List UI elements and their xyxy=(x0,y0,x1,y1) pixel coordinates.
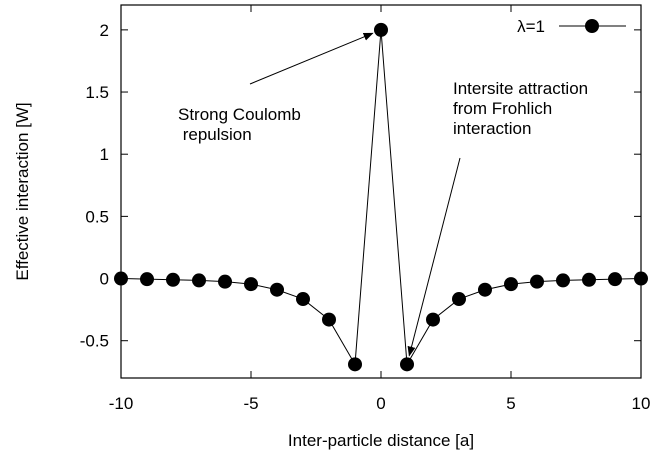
legend-label: λ=1 xyxy=(517,17,545,36)
annotation: Strong Coulomb repulsion xyxy=(178,32,374,144)
annotation-arrow xyxy=(249,32,374,85)
data-point xyxy=(348,357,362,372)
legend: λ=1 xyxy=(517,17,626,36)
x-tick-label: 5 xyxy=(506,394,515,413)
data-point xyxy=(452,292,466,307)
data-point xyxy=(426,312,440,327)
y-tick-label: -0.5 xyxy=(80,332,109,351)
x-axis-title: Inter-particle distance [a] xyxy=(288,431,474,450)
y-tick-label: 1 xyxy=(100,145,109,164)
data-point xyxy=(634,271,648,286)
series-layer xyxy=(114,22,648,372)
annotation-text: from Frohlich xyxy=(453,99,552,118)
annotation-text: Intersite attraction xyxy=(453,79,588,98)
data-point xyxy=(166,272,180,287)
x-tick-label: -5 xyxy=(243,394,258,413)
y-tick-label: 0.5 xyxy=(85,207,109,226)
data-point xyxy=(322,312,336,327)
data-point xyxy=(270,282,284,297)
y-axis-title: Effective interaction [W] xyxy=(13,102,32,280)
annotation-arrow xyxy=(407,157,461,357)
data-point xyxy=(140,272,154,287)
data-point xyxy=(478,282,492,297)
data-point xyxy=(244,277,258,292)
data-point xyxy=(192,273,206,288)
annotation-text: interaction xyxy=(453,119,531,138)
data-point xyxy=(582,272,596,287)
data-point xyxy=(114,271,128,286)
data-point xyxy=(556,273,570,288)
data-point xyxy=(608,272,622,287)
axis-ticks xyxy=(120,5,642,378)
plot-frame xyxy=(120,4,642,379)
data-point xyxy=(374,22,388,37)
data-point xyxy=(296,292,310,307)
data-point xyxy=(530,274,544,289)
data-point xyxy=(400,357,414,372)
tick-labels: -10 -5 0 5 10 -0.5 0 0.5 1 1.5 2 xyxy=(80,21,651,413)
annotation-text: repulsion xyxy=(178,125,252,144)
x-tick-label: 0 xyxy=(376,394,385,413)
data-point xyxy=(504,277,518,292)
data-point xyxy=(218,274,232,289)
y-tick-label: 1.5 xyxy=(85,83,109,102)
plot-border xyxy=(120,4,642,379)
y-tick-label: 2 xyxy=(100,21,109,40)
legend-marker xyxy=(585,19,599,33)
y-tick-label: 0 xyxy=(100,270,109,289)
annotation-text: Strong Coulomb xyxy=(178,105,301,124)
annotations: Strong Coulomb repulsion Intersite attrac… xyxy=(178,32,588,357)
x-tick-label: 10 xyxy=(632,394,651,413)
x-tick-label: -10 xyxy=(109,394,134,413)
